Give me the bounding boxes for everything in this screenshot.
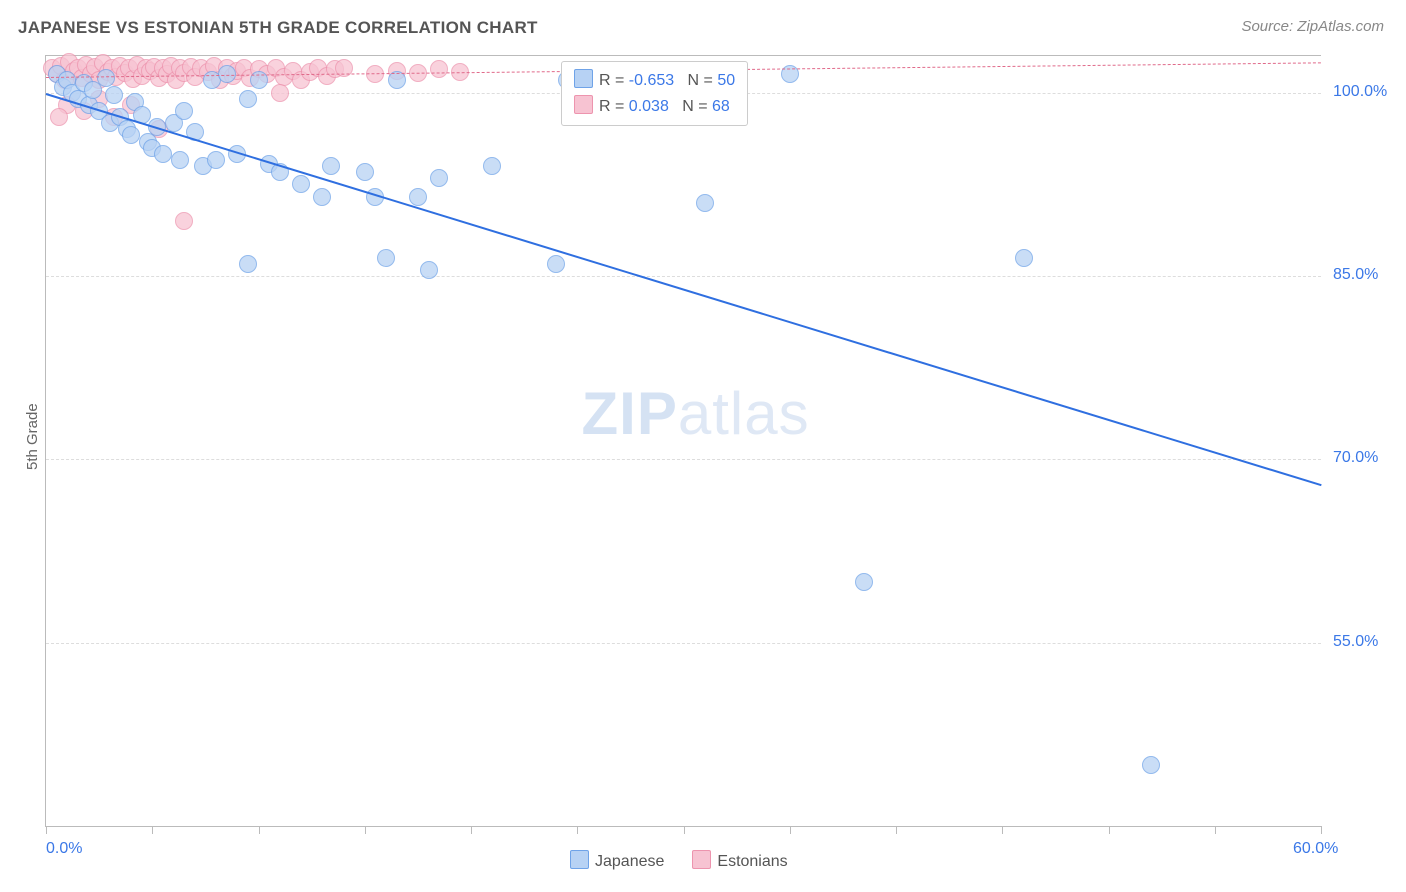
data-point [171, 151, 189, 169]
y-tick-label: 100.0% [1333, 83, 1406, 101]
legend-item: Estonians [692, 853, 787, 870]
data-point [356, 163, 374, 181]
data-point [420, 261, 438, 279]
data-point [696, 194, 714, 212]
data-point [388, 71, 406, 89]
data-point [430, 169, 448, 187]
data-point [409, 188, 427, 206]
data-point [207, 151, 225, 169]
x-tick [790, 826, 791, 834]
y-tick-label: 70.0% [1333, 449, 1406, 467]
data-point [483, 157, 501, 175]
data-point [97, 69, 115, 87]
legend-row: R = 0.038 N = 68 [574, 94, 735, 120]
data-point [175, 212, 193, 230]
data-point [430, 60, 448, 78]
data-point [313, 188, 331, 206]
watermark: ZIPatlas [582, 379, 810, 448]
gridline [46, 276, 1321, 277]
x-start-label: 0.0% [46, 840, 82, 858]
data-point [239, 90, 257, 108]
legend-swatch [574, 69, 593, 88]
data-point [154, 145, 172, 163]
data-point [239, 255, 257, 273]
x-tick [471, 826, 472, 834]
data-point [271, 84, 289, 102]
y-tick-label: 55.0% [1333, 633, 1406, 651]
chart-title: JAPANESE VS ESTONIAN 5TH GRADE CORRELATI… [18, 18, 538, 38]
data-point [292, 175, 310, 193]
gridline [46, 643, 1321, 644]
series-legend: Japanese Estonians [570, 850, 816, 871]
y-tick-label: 85.0% [1333, 266, 1406, 284]
gridline [46, 459, 1321, 460]
legend-swatch [574, 95, 593, 114]
data-point [377, 249, 395, 267]
data-point [122, 126, 140, 144]
x-tick [896, 826, 897, 834]
x-tick [1109, 826, 1110, 834]
data-point [175, 102, 193, 120]
data-point [322, 157, 340, 175]
x-tick [684, 826, 685, 834]
source-label: Source: ZipAtlas.com [1241, 18, 1384, 35]
x-tick [577, 826, 578, 834]
x-tick [1215, 826, 1216, 834]
x-tick [1321, 826, 1322, 834]
scatter-plot: ZIPatlas100.0%85.0%70.0%55.0%0.0%60.0%R … [45, 55, 1321, 827]
legend-item: Japanese [570, 853, 664, 870]
x-tick [259, 826, 260, 834]
x-end-label: 60.0% [1293, 840, 1338, 858]
data-point [1142, 756, 1160, 774]
correlation-legend: R = -0.653 N = 50R = 0.038 N = 68 [561, 61, 748, 126]
watermark-atlas: atlas [678, 380, 810, 447]
x-tick [1002, 826, 1003, 834]
legend-swatch [692, 850, 711, 869]
y-axis-label: 5th Grade [24, 403, 41, 470]
watermark-zip: ZIP [582, 380, 678, 447]
x-tick [365, 826, 366, 834]
data-point [1015, 249, 1033, 267]
data-point [105, 86, 123, 104]
trend-line [46, 93, 1322, 486]
legend-swatch [570, 850, 589, 869]
data-point [547, 255, 565, 273]
data-point [855, 573, 873, 591]
legend-row: R = -0.653 N = 50 [574, 68, 735, 94]
data-point [50, 108, 68, 126]
x-tick [152, 826, 153, 834]
x-tick [46, 826, 47, 834]
data-point [366, 65, 384, 83]
